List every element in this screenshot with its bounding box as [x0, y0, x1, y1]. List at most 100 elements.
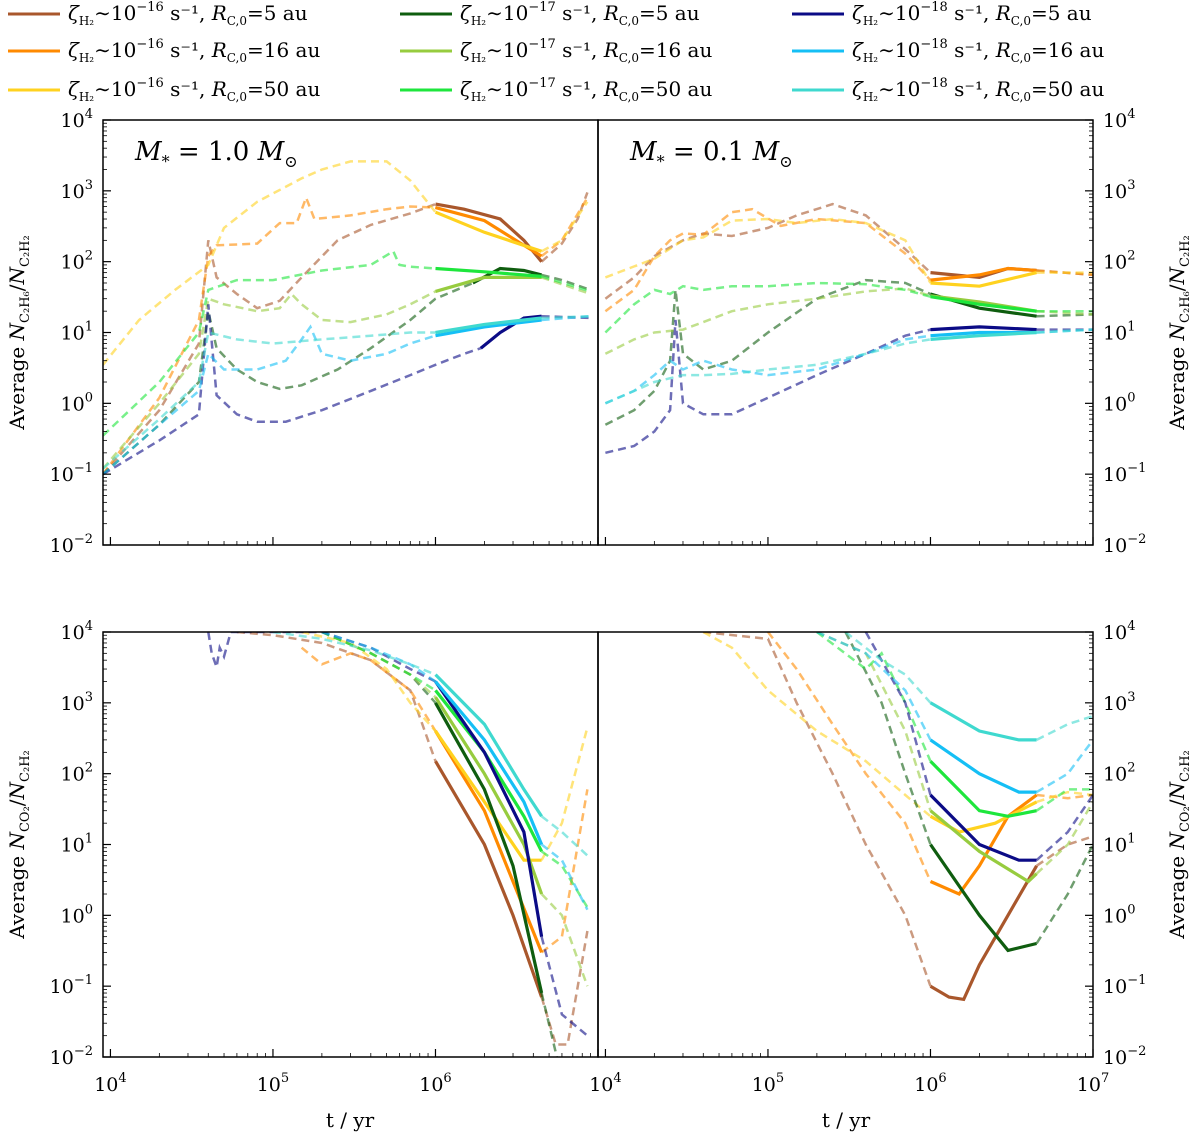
y-tick-label: 104 [61, 619, 93, 644]
y-tick-label: 10−2 [1103, 1044, 1146, 1069]
series-line-dashed [1036, 790, 1093, 804]
legend: ζH₂∼10−16 s⁻¹, RC,0=5 au ζH₂∼10−16 s⁻¹, R… [8, 0, 1104, 104]
series-line-dashed [321, 632, 437, 692]
y-tick-label: 103 [1103, 178, 1135, 203]
series-line-dashed [103, 160, 437, 366]
series-line-dashed [816, 632, 932, 741]
x-axis-label: t / yr [326, 1108, 375, 1132]
y-tick-label: 101 [1103, 320, 1135, 345]
series-line-solid [434, 730, 542, 862]
y-axis-label: Average NCO₂/NC₂H₂ [5, 750, 33, 940]
x-tick-label: 107 [1077, 1071, 1109, 1096]
series-line-dashed [540, 893, 589, 987]
series-line-dashed [540, 197, 589, 258]
series-line-dashed [1036, 714, 1093, 742]
series-line-solid [434, 702, 544, 994]
panel-mass-label: M* = 0.1 M⊙ [629, 137, 793, 171]
legend-label: ζH₂∼10−16 s⁻¹, RC,0=16 au [68, 37, 320, 65]
y-tick-label: 101 [61, 320, 93, 345]
y-tick-label: 10−2 [50, 532, 93, 557]
series-line-dashed [321, 632, 437, 683]
legend-label: ζH₂∼10−18 s⁻¹, RC,0=5 au [852, 0, 1092, 28]
series-line-dashed [300, 646, 437, 732]
series-line-dashed [1036, 328, 1093, 334]
y-tick-label: 103 [61, 178, 93, 203]
series-line-solid [930, 266, 1037, 282]
series-line-solid [929, 793, 1038, 896]
y-tick-label: 104 [1103, 107, 1135, 132]
y-tick-label: 100 [61, 390, 93, 415]
y-tick-label: 10−1 [50, 973, 93, 998]
y-tick-label: 100 [1103, 390, 1135, 415]
series-line-dashed [540, 815, 589, 857]
series-line-dashed [702, 632, 932, 818]
series-line-dashed [103, 304, 482, 476]
series-line-dashed [541, 314, 591, 320]
x-axis-label-group: t / yr t / yr [326, 1108, 871, 1132]
series-line-solid [435, 266, 542, 278]
y-tick-label: 10−1 [1103, 973, 1146, 998]
series-line-dashed [604, 287, 931, 355]
legend-entry: ζH₂∼10−17 s⁻¹, RC,0=5 au [400, 0, 700, 28]
y-tick-label: 103 [1103, 690, 1135, 715]
series-line-solid [479, 314, 542, 350]
series-line-solid [434, 689, 544, 853]
y-tick-label: 104 [1103, 619, 1135, 644]
series-line-dashed [604, 207, 932, 313]
legend-label: ζH₂∼10−18 s⁻¹, RC,0=50 au [852, 76, 1104, 104]
y-tick-label: 100 [61, 902, 93, 927]
series-line-dashed [605, 319, 931, 455]
series-line-solid [929, 864, 1038, 1002]
series-line-dashed [541, 273, 592, 292]
series-line-dashed [236, 632, 437, 762]
series-line-dashed [540, 850, 589, 908]
series-line-dashed [540, 843, 589, 911]
series-line-dashed [207, 632, 437, 683]
series-line-solid [929, 809, 1038, 884]
series-line-dashed [103, 281, 474, 476]
series-line-solid [434, 210, 543, 253]
series-group [103, 160, 592, 476]
panel-1-1: 10−2 10−1 100 101 102 103 104 104 105 106 107 Avera… [589, 619, 1193, 1096]
series-line-dashed [540, 992, 559, 1057]
panel-0-0: 10−2 10−1 100 101 102 103 104 Average NC₂H₆/NC₂… [5, 107, 599, 557]
y-tick-label: 10−2 [50, 1044, 93, 1069]
series-line-dashed [604, 338, 931, 405]
y-tick-label: 102 [61, 249, 93, 274]
y-axis-label: Average NC₂H₆/NC₂H₂ [5, 235, 33, 430]
series-line-solid [434, 696, 544, 895]
legend-entry: ζH₂∼10−17 s⁻¹, RC,0=16 au [400, 37, 712, 65]
series-line-dashed [1036, 793, 1093, 800]
series-line-solid [434, 730, 544, 953]
x-tick-label: 106 [914, 1071, 946, 1096]
series-line-dashed [1035, 801, 1093, 875]
y-tick-label: 10−1 [1103, 461, 1146, 486]
x-axis-label-right: t / yr [822, 1108, 871, 1132]
series-line-solid [930, 295, 1037, 313]
series-line-dashed [1035, 794, 1093, 862]
panel-0-1: 10−2 10−1 100 101 102 103 104 Average NC₂H₆/NC₂… [597, 107, 1193, 557]
legend-entry: ζH₂∼10−16 s⁻¹, RC,0=50 au [8, 76, 320, 104]
legend-entry: ζH₂∼10−18 s⁻¹, RC,0=50 au [792, 76, 1104, 104]
series-line-dashed [1036, 309, 1093, 316]
series-line-solid [929, 843, 1037, 953]
panels: 10−2 10−1 100 101 102 103 104 Average NC₂H₆/NC₂… [5, 107, 1193, 1096]
y-tick-label: 101 [1103, 832, 1135, 857]
series-line-dashed [604, 281, 931, 334]
series-line-dashed [103, 330, 436, 470]
y-tick-label: 102 [61, 761, 93, 786]
series-line-dashed [604, 278, 932, 426]
series-line-dashed [272, 632, 436, 676]
series-line-dashed [540, 936, 589, 1037]
legend-entry: ζH₂∼10−18 s⁻¹, RC,0=5 au [792, 0, 1092, 28]
y-tick-label: 104 [61, 107, 93, 132]
legend-label: ζH₂∼10−16 s⁻¹, RC,0=50 au [68, 76, 320, 104]
series-group [702, 632, 1093, 1002]
legend-entry: ζH₂∼10−16 s⁻¹, RC,0=5 au [8, 0, 308, 28]
series-line-solid [930, 325, 1037, 332]
series-line-solid [435, 318, 542, 338]
series-line-dashed [540, 727, 589, 861]
x-tick-label: 105 [752, 1071, 784, 1096]
series-line-solid [434, 673, 543, 818]
